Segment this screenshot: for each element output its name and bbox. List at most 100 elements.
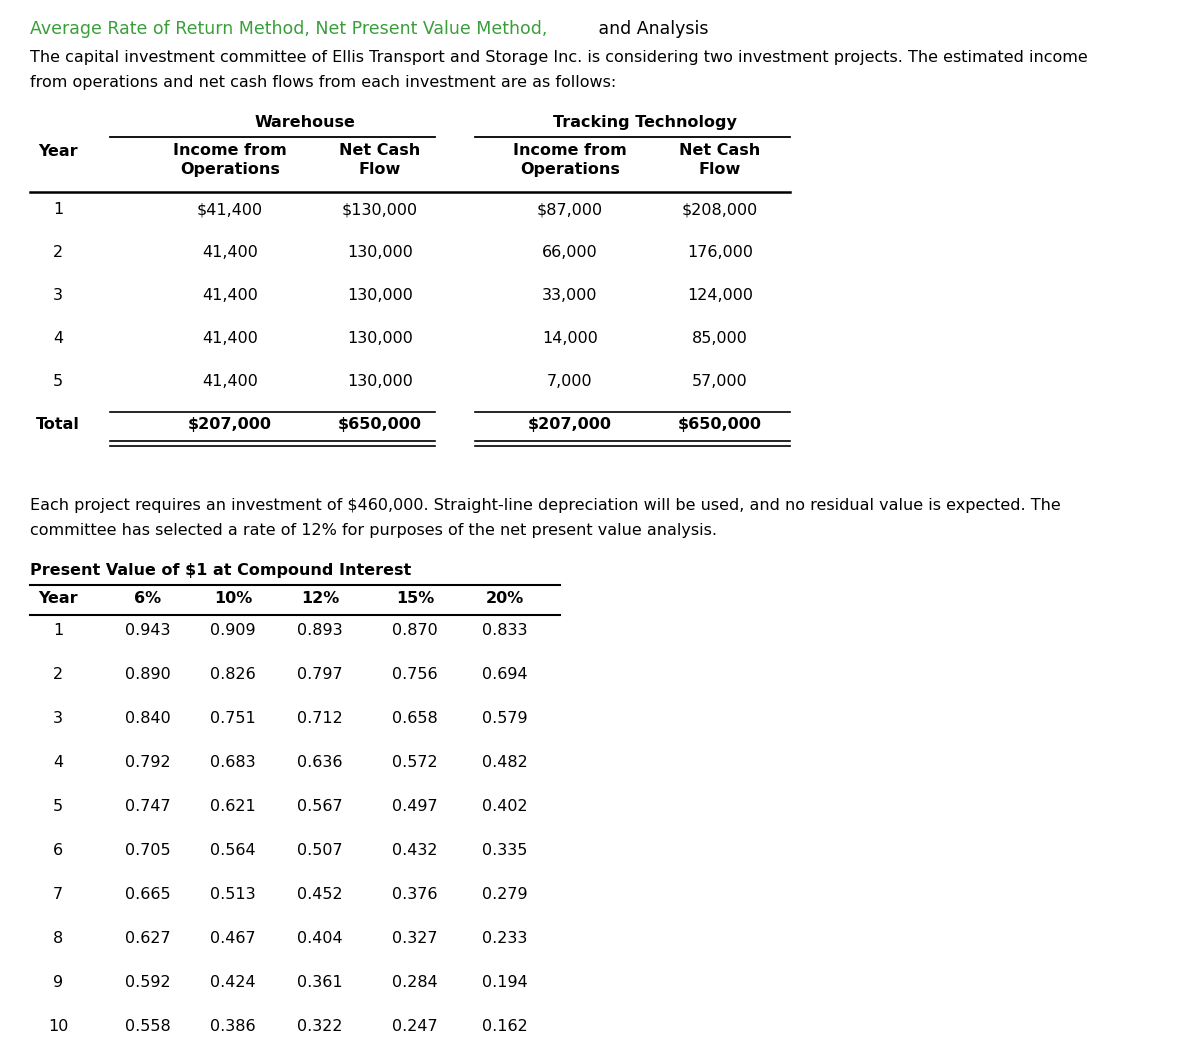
Text: 0.756: 0.756 [392, 667, 438, 682]
Text: Net Cash
Flow: Net Cash Flow [679, 143, 761, 177]
Text: 2: 2 [53, 245, 64, 260]
Text: Year: Year [38, 143, 78, 159]
Text: 10%: 10% [214, 591, 252, 606]
Text: 0.284: 0.284 [392, 975, 438, 990]
Text: 66,000: 66,000 [542, 245, 598, 260]
Text: 41,400: 41,400 [202, 288, 258, 303]
Text: 0.870: 0.870 [392, 623, 438, 638]
Text: 0.432: 0.432 [392, 843, 438, 858]
Text: 2: 2 [53, 667, 64, 682]
Text: $650,000: $650,000 [678, 417, 762, 432]
Text: Each project requires an investment of $460,000. Straight-line depreciation will: Each project requires an investment of $… [30, 498, 1061, 513]
Text: Total: Total [36, 417, 80, 432]
Text: $207,000: $207,000 [528, 417, 612, 432]
Text: 0.797: 0.797 [298, 667, 343, 682]
Text: 6: 6 [53, 843, 64, 858]
Text: Present Value of $1 at Compound Interest: Present Value of $1 at Compound Interest [30, 563, 412, 578]
Text: 0.621: 0.621 [210, 799, 256, 814]
Text: 33,000: 33,000 [542, 288, 598, 303]
Text: 0.567: 0.567 [298, 799, 343, 814]
Text: The capital investment committee of Ellis Transport and Storage Inc. is consider: The capital investment committee of Elli… [30, 50, 1087, 65]
Text: 0.467: 0.467 [210, 931, 256, 946]
Text: 0.592: 0.592 [125, 975, 170, 990]
Text: 0.513: 0.513 [210, 887, 256, 902]
Text: 0.424: 0.424 [210, 975, 256, 990]
Text: 85,000: 85,000 [692, 331, 748, 346]
Text: $87,000: $87,000 [536, 202, 604, 217]
Text: 14,000: 14,000 [542, 331, 598, 346]
Text: 0.564: 0.564 [210, 843, 256, 858]
Text: 1: 1 [53, 202, 64, 217]
Text: 7: 7 [53, 887, 64, 902]
Text: 5: 5 [53, 799, 64, 814]
Text: 0.497: 0.497 [392, 799, 438, 814]
Text: 0.751: 0.751 [210, 711, 256, 726]
Text: 0.747: 0.747 [125, 799, 170, 814]
Text: 0.452: 0.452 [298, 887, 343, 902]
Text: 9: 9 [53, 975, 64, 990]
Text: 176,000: 176,000 [686, 245, 754, 260]
Text: 7,000: 7,000 [547, 374, 593, 389]
Text: 20%: 20% [486, 591, 524, 606]
Text: $207,000: $207,000 [188, 417, 272, 432]
Text: Tracking Technology: Tracking Technology [553, 114, 737, 130]
Text: 0.507: 0.507 [298, 843, 343, 858]
Text: Income from
Operations: Income from Operations [514, 143, 626, 177]
Text: 0.658: 0.658 [392, 711, 438, 726]
Text: 4: 4 [53, 755, 64, 770]
Text: 8: 8 [53, 931, 64, 946]
Text: 41,400: 41,400 [202, 245, 258, 260]
Text: 41,400: 41,400 [202, 374, 258, 389]
Text: 0.572: 0.572 [392, 755, 438, 770]
Text: from operations and net cash flows from each investment are as follows:: from operations and net cash flows from … [30, 75, 617, 90]
Text: 0.233: 0.233 [482, 931, 528, 946]
Text: 3: 3 [53, 711, 64, 726]
Text: 0.833: 0.833 [482, 623, 528, 638]
Text: 0.162: 0.162 [482, 1019, 528, 1034]
Text: 0.194: 0.194 [482, 975, 528, 990]
Text: 0.482: 0.482 [482, 755, 528, 770]
Text: 0.665: 0.665 [125, 887, 170, 902]
Text: 4: 4 [53, 331, 64, 346]
Text: 57,000: 57,000 [692, 374, 748, 389]
Text: 0.361: 0.361 [298, 975, 343, 990]
Text: 0.279: 0.279 [482, 887, 528, 902]
Text: 10: 10 [48, 1019, 68, 1034]
Text: 0.909: 0.909 [210, 623, 256, 638]
Text: 12%: 12% [301, 591, 340, 606]
Text: 0.712: 0.712 [298, 711, 343, 726]
Text: 0.943: 0.943 [125, 623, 170, 638]
Text: Net Cash
Flow: Net Cash Flow [340, 143, 421, 177]
Text: Income from
Operations: Income from Operations [173, 143, 287, 177]
Text: committee has selected a rate of 12% for purposes of the net present value analy: committee has selected a rate of 12% for… [30, 523, 718, 538]
Text: 0.705: 0.705 [125, 843, 170, 858]
Text: 130,000: 130,000 [347, 374, 413, 389]
Text: 124,000: 124,000 [686, 288, 754, 303]
Text: Year: Year [38, 591, 78, 606]
Text: Warehouse: Warehouse [254, 114, 355, 130]
Text: 6%: 6% [134, 591, 162, 606]
Text: 3: 3 [53, 288, 64, 303]
Text: 0.840: 0.840 [125, 711, 170, 726]
Text: and Analysis: and Analysis [593, 20, 708, 38]
Text: 0.627: 0.627 [125, 931, 170, 946]
Text: $650,000: $650,000 [338, 417, 422, 432]
Text: 0.792: 0.792 [125, 755, 170, 770]
Text: 0.386: 0.386 [210, 1019, 256, 1034]
Text: 0.376: 0.376 [392, 887, 438, 902]
Text: $41,400: $41,400 [197, 202, 263, 217]
Text: 0.683: 0.683 [210, 755, 256, 770]
Text: 130,000: 130,000 [347, 245, 413, 260]
Text: 0.826: 0.826 [210, 667, 256, 682]
Text: 130,000: 130,000 [347, 288, 413, 303]
Text: 0.579: 0.579 [482, 711, 528, 726]
Text: 0.247: 0.247 [392, 1019, 438, 1034]
Text: 0.694: 0.694 [482, 667, 528, 682]
Text: Average Rate of Return Method, Net Present Value Method,: Average Rate of Return Method, Net Prese… [30, 20, 547, 38]
Text: 0.890: 0.890 [125, 667, 170, 682]
Text: 0.327: 0.327 [392, 931, 438, 946]
Text: 41,400: 41,400 [202, 331, 258, 346]
Text: 5: 5 [53, 374, 64, 389]
Text: 0.404: 0.404 [298, 931, 343, 946]
Text: 130,000: 130,000 [347, 331, 413, 346]
